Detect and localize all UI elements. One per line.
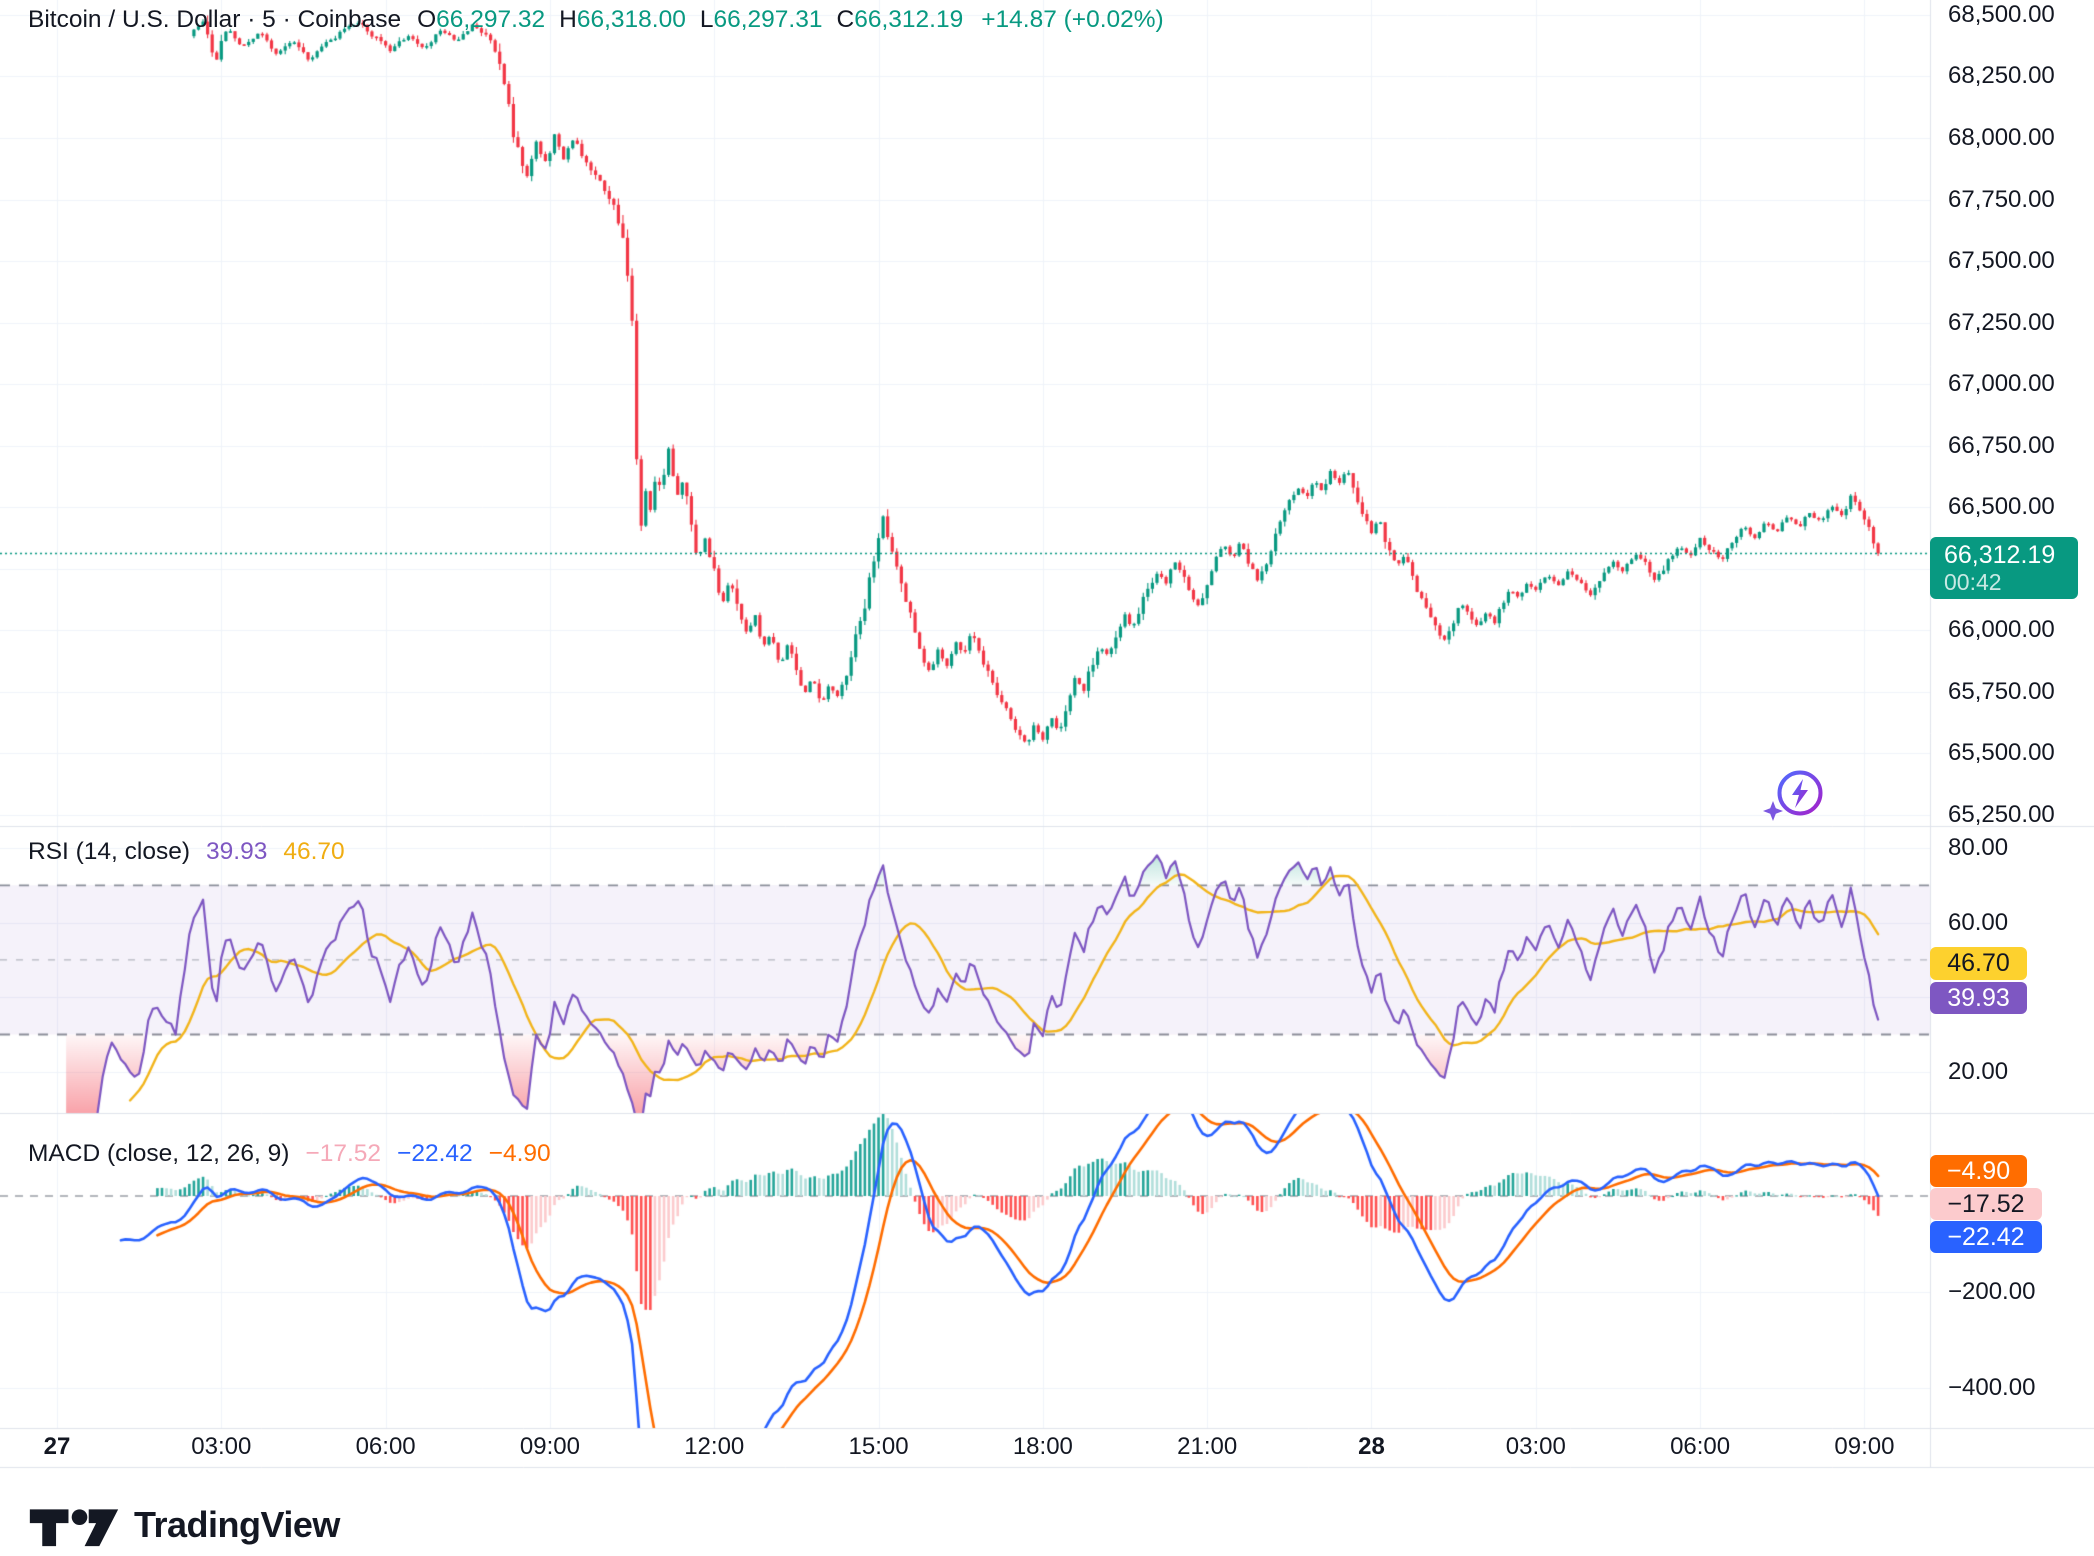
symbol-title[interactable]: Bitcoin / U.S. Dollar · 5 · Coinbase bbox=[28, 6, 402, 33]
ohlc-values: O66,297.32 H66,318.00 L66,297.31 C66,312.19 bbox=[417, 6, 963, 34]
macd-axis-label: −200.00 bbox=[1948, 1278, 2036, 1305]
tradingview-logo[interactable]: TradingView bbox=[28, 1502, 340, 1548]
macd-line-value: −22.42 bbox=[397, 1140, 473, 1167]
macd-line-badge: −22.42 bbox=[1930, 1221, 2042, 1253]
price-axis-label: 65,750.00 bbox=[1948, 677, 2055, 705]
macd-signal-badge: −4.90 bbox=[1930, 1155, 2027, 1187]
macd-hist-badge-value: −17.52 bbox=[1947, 1189, 2025, 1218]
last-price-value: 66,312.19 bbox=[1944, 540, 2056, 569]
price-axis-label: 66,750.00 bbox=[1948, 431, 2055, 459]
macd-signal-badge-value: −4.90 bbox=[1946, 1156, 2011, 1185]
macd-axis-label: −400.00 bbox=[1948, 1374, 2036, 1401]
rsi-value-badge-value: 39.93 bbox=[1947, 983, 2010, 1012]
macd-signal-value: −4.90 bbox=[488, 1140, 551, 1167]
ohlc-c: C66,312.19 bbox=[836, 6, 964, 33]
rsi-value: 39.93 bbox=[206, 838, 268, 865]
price-axis-label: 67,000.00 bbox=[1948, 370, 2055, 398]
time-axis-label: 03:00 bbox=[1505, 1433, 1566, 1460]
lightning-sparkle-icon[interactable] bbox=[1762, 768, 1828, 831]
time-axis-label: 27 bbox=[43, 1433, 71, 1460]
time-axis-label: 18:00 bbox=[1012, 1433, 1073, 1460]
time-axis-label: 12:00 bbox=[684, 1433, 745, 1460]
rsi-header: RSI (14, close) 39.93 46.70 bbox=[28, 838, 345, 866]
rsi-ma-badge-value: 46.70 bbox=[1947, 949, 2010, 977]
rsi-value-badge: 39.93 bbox=[1930, 982, 2027, 1014]
price-axis-label: 67,250.00 bbox=[1948, 308, 2055, 336]
price-axis-label: 68,500.00 bbox=[1948, 0, 2055, 28]
price-axis-label: 67,500.00 bbox=[1948, 247, 2055, 275]
time-axis-label: 06:00 bbox=[355, 1433, 416, 1460]
macd-header: MACD (close, 12, 26, 9) −17.52 −22.42 −4… bbox=[28, 1140, 551, 1168]
rsi-title[interactable]: RSI (14, close) bbox=[28, 838, 191, 865]
price-axis-label: 65,250.00 bbox=[1948, 801, 2055, 828]
rsi-ma-badge: 46.70 bbox=[1930, 947, 2027, 980]
macd-hist-value: −17.52 bbox=[305, 1140, 382, 1167]
symbol-header: Bitcoin / U.S. Dollar · 5 · Coinbase O66… bbox=[28, 6, 1164, 34]
time-axis-label: 15:00 bbox=[848, 1433, 909, 1460]
bar-countdown: 00:42 bbox=[1944, 568, 2002, 595]
time-axis-label: 06:00 bbox=[1670, 1433, 1731, 1460]
rsi-axis-label: 80.00 bbox=[1948, 834, 2009, 861]
rsi-axis-label: 60.00 bbox=[1948, 908, 2009, 936]
rsi-ma-value: 46.70 bbox=[283, 838, 345, 865]
macd-hist-badge: −17.52 bbox=[1930, 1188, 2042, 1220]
ohlc-h: H66,318.00 bbox=[559, 6, 686, 33]
time-axis-label: 21:00 bbox=[1177, 1433, 1238, 1460]
tradingview-logo-mark bbox=[29, 1509, 119, 1547]
time-axis-label: 03:00 bbox=[191, 1433, 252, 1460]
price-axis-label: 68,000.00 bbox=[1948, 123, 2055, 151]
time-axis-label: 09:00 bbox=[1834, 1433, 1895, 1460]
price-axis-label: 65,500.00 bbox=[1948, 739, 2055, 767]
macd-title[interactable]: MACD (close, 12, 26, 9) bbox=[28, 1140, 290, 1167]
change-value: +14.87 (+0.02%) bbox=[981, 6, 1164, 33]
tradingview-logo-text: TradingView bbox=[134, 1504, 340, 1545]
macd-line-badge-value: −22.42 bbox=[1947, 1222, 2025, 1251]
ohlc-l: L66,297.31 bbox=[699, 6, 823, 33]
time-axis-label: 28 bbox=[1358, 1433, 1385, 1460]
ohlc-o: O66,297.32 bbox=[417, 6, 546, 33]
time-axis-label: 09:00 bbox=[519, 1433, 580, 1460]
price-axis-label: 66,000.00 bbox=[1948, 616, 2055, 644]
rsi-axis-label: 20.00 bbox=[1948, 1057, 2009, 1085]
price-axis-label: 67,750.00 bbox=[1948, 185, 2055, 213]
last-price-badge: 66,312.19 00:42 bbox=[1930, 537, 2078, 599]
price-axis-label: 68,250.00 bbox=[1948, 62, 2055, 90]
price-axis-label: 66,500.00 bbox=[1948, 493, 2055, 521]
